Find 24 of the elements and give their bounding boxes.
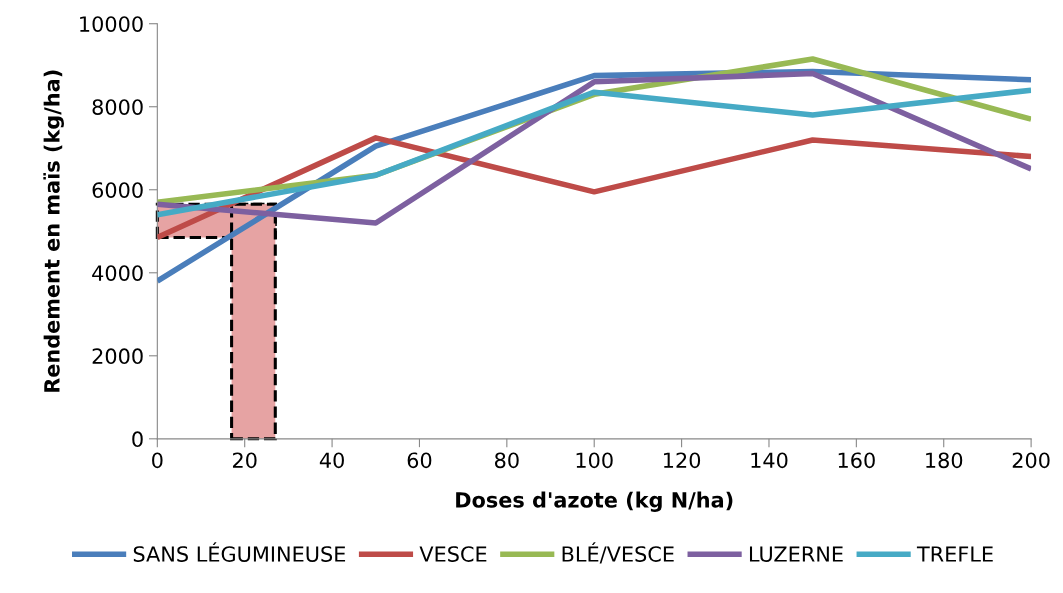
x-tick-label: 40 [319,452,344,469]
y-tick-label: 10000 [80,16,143,32]
x-tick-label: 80 [495,452,519,469]
x-tick-label: 180 [926,452,963,469]
x-tick-label: 160 [838,452,875,469]
x-tick-label: 0 [152,452,163,469]
x-tick-label: 60 [407,452,432,469]
x-tick-label: 20 [232,452,257,469]
legend-label: TREFLE [916,546,993,562]
y-tick-label: 0 [132,431,143,448]
y-tick-label: 2000 [92,348,143,365]
x-tick-label: 100 [576,452,613,469]
y-axis-title: Rendement en maïs (kg/ha) [43,70,64,392]
legend-label: BLÉ/VESCE [562,542,674,564]
x-axis-title: Doses d'azote (kg N/ha) [456,491,733,512]
x-tick-label: 200 [1012,452,1050,469]
y-tick-label: 4000 [92,265,143,281]
legend-label: SANS LÉGUMINEUSE [133,542,346,562]
y-tick-label: 6000 [92,182,143,198]
legend-label: LUZERNE [749,546,843,562]
y-tick-label: 8000 [92,99,143,115]
x-tick-label: 120 [664,452,701,469]
legend-label: VESCE [419,546,487,562]
x-tick-label: 140 [751,452,788,469]
